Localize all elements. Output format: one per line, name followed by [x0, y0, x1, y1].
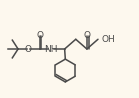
Text: O: O [36, 31, 43, 40]
Text: O: O [25, 44, 32, 54]
Text: OH: OH [101, 35, 115, 44]
Text: NH: NH [44, 44, 58, 54]
Text: O: O [83, 31, 90, 40]
